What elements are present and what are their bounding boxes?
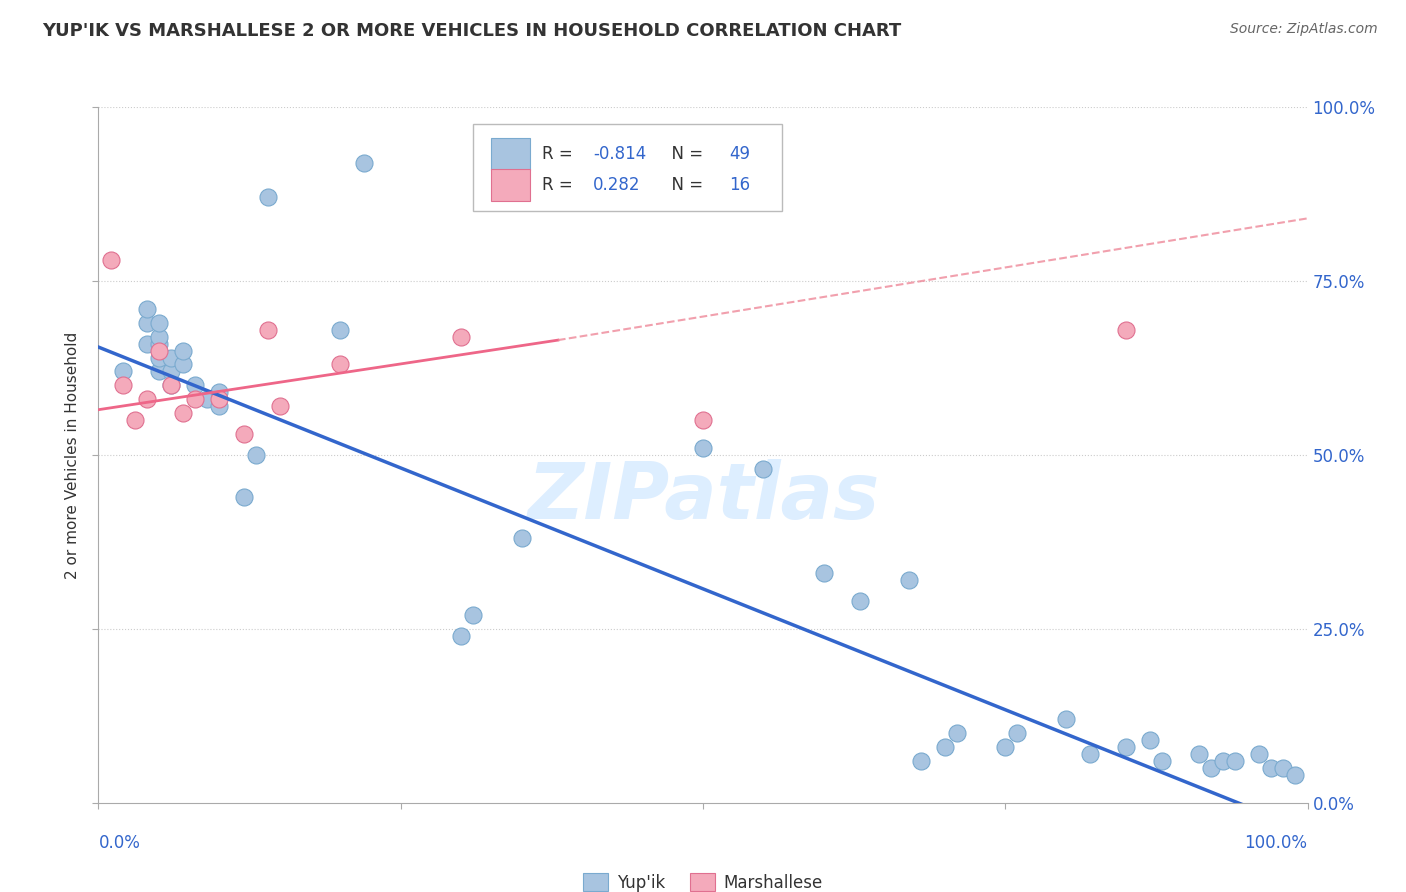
Point — [1272, 761, 1295, 775]
Point — [946, 726, 969, 740]
Point — [172, 343, 194, 358]
Point — [148, 364, 170, 378]
Text: -0.814: -0.814 — [593, 145, 647, 163]
Point — [910, 754, 932, 768]
Point — [135, 301, 157, 316]
Point — [692, 441, 714, 455]
Point — [195, 392, 218, 407]
Text: 0.0%: 0.0% — [98, 834, 141, 852]
Point — [148, 351, 170, 365]
Point — [148, 329, 170, 343]
Point — [160, 351, 183, 365]
Text: ZIPatlas: ZIPatlas — [527, 458, 879, 534]
Point — [184, 378, 207, 392]
Text: 100.0%: 100.0% — [1244, 834, 1308, 852]
Text: R =: R = — [543, 176, 578, 194]
Point — [256, 190, 278, 204]
Point — [160, 364, 183, 378]
Text: Source: ZipAtlas.com: Source: ZipAtlas.com — [1230, 22, 1378, 37]
Point — [148, 336, 170, 351]
Text: R =: R = — [543, 145, 578, 163]
Point — [1115, 740, 1137, 755]
Point — [1115, 323, 1137, 337]
Point — [160, 378, 183, 392]
Point — [897, 573, 920, 587]
Point — [752, 462, 775, 476]
Point — [184, 392, 207, 407]
Point — [994, 740, 1017, 755]
Point — [172, 358, 194, 372]
Point — [135, 392, 157, 407]
Point — [353, 155, 375, 169]
Point — [124, 413, 146, 427]
Point — [256, 323, 278, 337]
Point — [135, 336, 157, 351]
Point — [135, 316, 157, 330]
Point — [148, 343, 170, 358]
Text: YUP'IK VS MARSHALLESE 2 OR MORE VEHICLES IN HOUSEHOLD CORRELATION CHART: YUP'IK VS MARSHALLESE 2 OR MORE VEHICLES… — [42, 22, 901, 40]
Point — [1223, 754, 1246, 768]
Point — [111, 378, 134, 392]
Point — [232, 427, 254, 442]
Point — [208, 385, 231, 400]
Point — [934, 740, 956, 755]
Point — [1212, 754, 1234, 768]
Point — [1152, 754, 1174, 768]
Y-axis label: 2 or more Vehicles in Household: 2 or more Vehicles in Household — [65, 331, 80, 579]
Point — [1284, 768, 1306, 782]
Point — [813, 566, 835, 581]
Legend: Yup'ik, Marshallese: Yup'ik, Marshallese — [576, 867, 830, 892]
Point — [450, 329, 472, 343]
Point — [329, 323, 352, 337]
Point — [245, 448, 267, 462]
Point — [510, 532, 533, 546]
FancyBboxPatch shape — [474, 124, 782, 211]
Point — [1249, 747, 1271, 761]
FancyBboxPatch shape — [492, 138, 530, 170]
FancyBboxPatch shape — [492, 169, 530, 201]
Point — [208, 399, 231, 413]
Point — [172, 406, 194, 420]
Point — [1260, 761, 1282, 775]
Text: N =: N = — [661, 176, 709, 194]
Point — [463, 607, 485, 622]
Point — [692, 413, 714, 427]
Text: 16: 16 — [730, 176, 751, 194]
Text: N =: N = — [661, 145, 709, 163]
Point — [232, 490, 254, 504]
Point — [148, 316, 170, 330]
Point — [1007, 726, 1029, 740]
Point — [100, 253, 122, 268]
Point — [111, 364, 134, 378]
Point — [1139, 733, 1161, 747]
Point — [269, 399, 291, 413]
Point — [849, 594, 872, 608]
Text: 0.282: 0.282 — [593, 176, 641, 194]
Point — [1078, 747, 1101, 761]
Point — [1054, 712, 1077, 726]
Point — [329, 358, 352, 372]
Point — [160, 378, 183, 392]
Point — [1199, 761, 1222, 775]
Point — [1188, 747, 1211, 761]
Point — [450, 629, 472, 643]
Text: 49: 49 — [730, 145, 751, 163]
Point — [208, 392, 231, 407]
